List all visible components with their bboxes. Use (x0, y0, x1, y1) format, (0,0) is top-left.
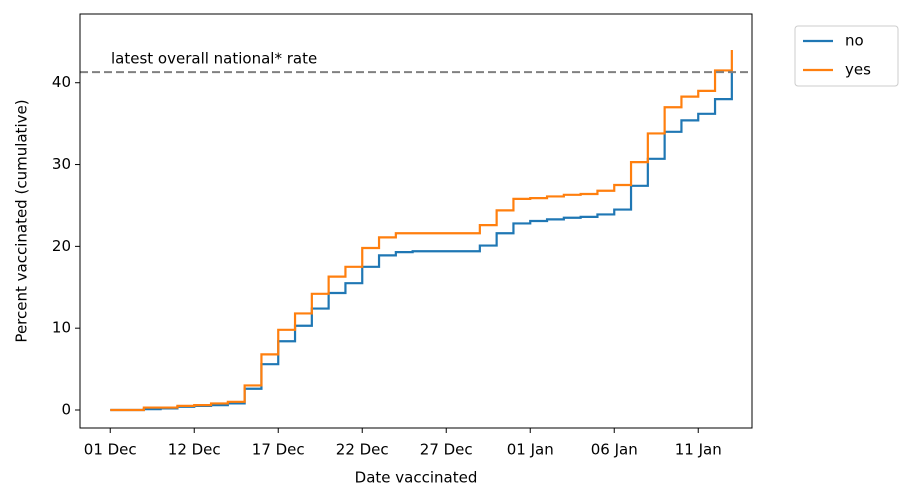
legend-label: no (845, 32, 864, 50)
x-tick-label: 12 Dec (168, 441, 221, 459)
x-tick-label: 11 Jan (675, 441, 722, 459)
reference-label: latest overall national* rate (111, 50, 317, 68)
y-tick-label: 0 (61, 401, 71, 419)
x-tick-label: 22 Dec (336, 441, 389, 459)
x-tick-label: 17 Dec (252, 441, 305, 459)
y-tick-label: 10 (52, 319, 71, 337)
legend-label: yes (845, 61, 871, 79)
x-tick-label: 27 Dec (420, 441, 473, 459)
series-line (110, 72, 733, 412)
series-line (110, 50, 733, 412)
x-axis-label: Date vaccinated (355, 469, 478, 487)
x-tick-label: 01 Dec (84, 441, 137, 459)
y-axis-label: Percent vaccinated (cumulative) (13, 99, 31, 342)
plot-frame (79, 13, 753, 429)
y-tick-label: 20 (52, 237, 71, 255)
y-tick-label: 40 (52, 73, 71, 91)
y-tick-label: 30 (52, 155, 71, 173)
x-tick-label: 06 Jan (591, 441, 638, 459)
x-tick-label: 01 Jan (507, 441, 554, 459)
